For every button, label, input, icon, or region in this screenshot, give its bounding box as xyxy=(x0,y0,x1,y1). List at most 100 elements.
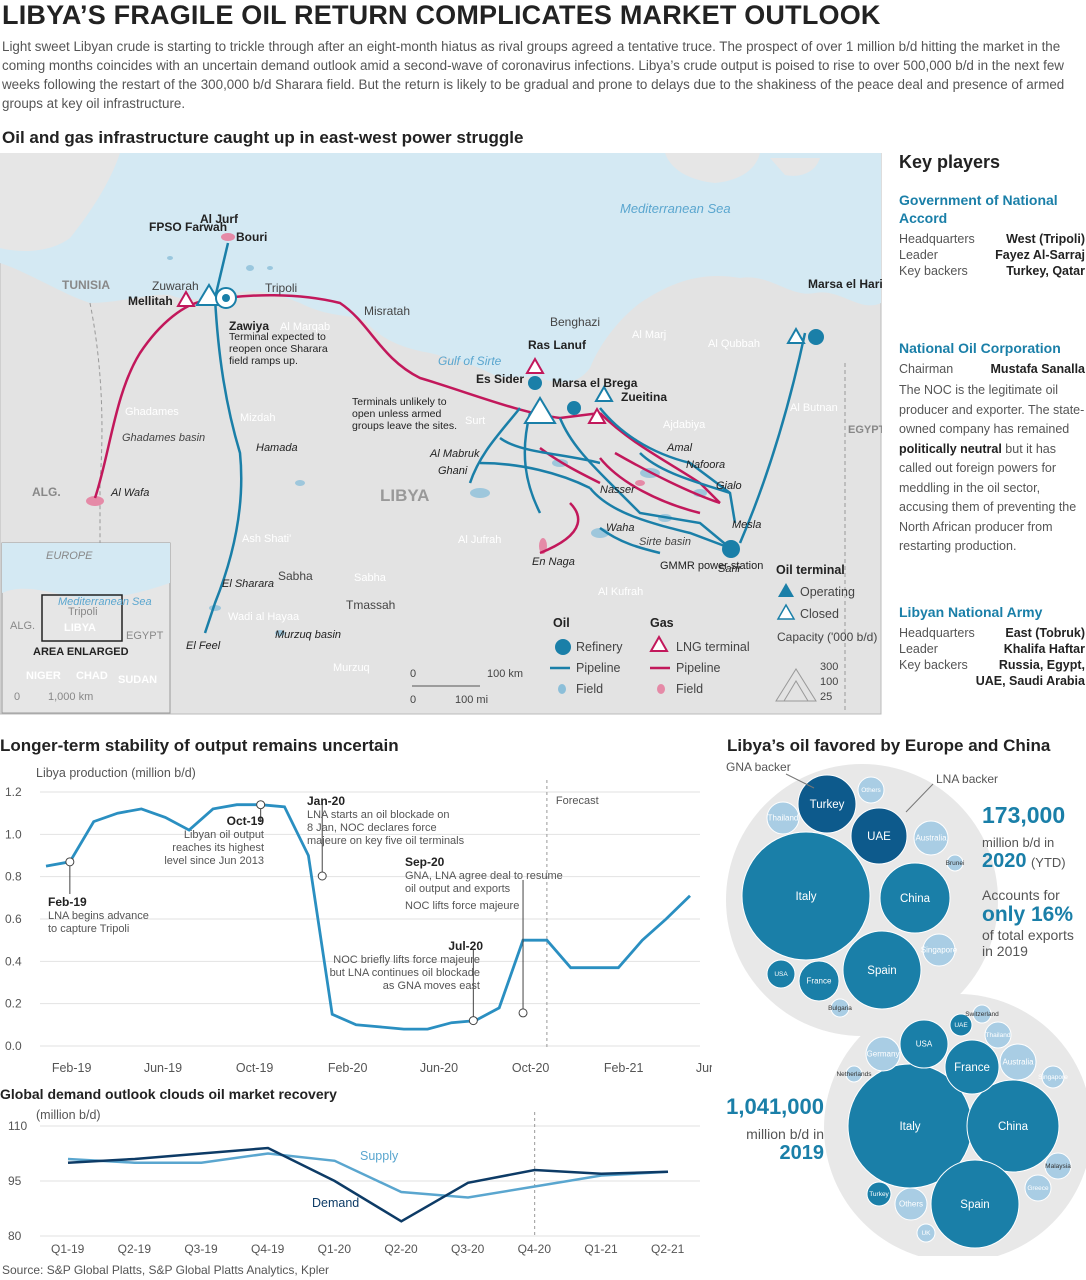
gna-row: Headquarters West (Tripoli) xyxy=(899,232,1085,246)
x-tick-label: Feb-21 xyxy=(604,1061,644,1075)
place-label: Marsa el Brega xyxy=(552,376,638,390)
bubble-thailand: Thailand xyxy=(984,1021,1012,1049)
svg-text:0: 0 xyxy=(410,668,416,680)
gna-row: Key backers Turkey, Qatar xyxy=(899,264,1085,278)
bubble-label: Italy xyxy=(899,1121,920,1133)
x-tick-label: Feb-19 xyxy=(52,1061,92,1075)
place-label: El Sharara xyxy=(222,578,274,590)
production-line xyxy=(45,803,691,1031)
bubble-spain: Spain xyxy=(842,930,922,1010)
bubble-usa: USA xyxy=(899,1019,949,1069)
gna-row: Leader Fayez Al-Sarraj xyxy=(899,248,1085,262)
bubble-label: Turkey xyxy=(810,799,845,811)
svg-text:Pipeline: Pipeline xyxy=(676,661,721,675)
place-label: FPSO Farwah xyxy=(149,220,227,234)
x-tick-label: Q4-20 xyxy=(518,1242,552,1256)
svg-text:Pipeline: Pipeline xyxy=(576,661,621,675)
svg-text:Field: Field xyxy=(576,682,603,696)
bubble-others: Others xyxy=(894,1187,928,1221)
x-tick-label: Jun-19 xyxy=(144,1061,182,1075)
bubble-label: Thailand xyxy=(768,814,799,823)
place-label: Es Sider xyxy=(476,372,524,386)
oil-terminals xyxy=(195,283,824,558)
terminals-note: Terminals unlikely to open unless armed … xyxy=(352,396,458,432)
bubble-france: France xyxy=(798,960,840,1002)
bubble-circle xyxy=(1044,1152,1072,1180)
bubble-circle xyxy=(972,1004,992,1024)
y-tick-label: 1.0 xyxy=(5,827,22,841)
annotation-text: oil output and exports xyxy=(405,883,511,895)
x-tick-label: Q2-19 xyxy=(118,1242,152,1256)
svg-text:Murzuq: Murzuq xyxy=(333,662,370,674)
y-tick-label: 0.4 xyxy=(5,954,22,968)
exports-bubble-charts: Italy Turkey UAE China Spain France USA Thailan… xyxy=(726,764,1086,1256)
bubble-uk: UK xyxy=(916,1223,936,1243)
bubble-china: China xyxy=(879,862,951,934)
bubble-china: China xyxy=(966,1079,1060,1173)
annotation-text: to capture Tripoli xyxy=(48,923,129,935)
place-label: Zawiya xyxy=(229,319,269,333)
annotation-text: NOC lifts force majeure xyxy=(405,900,519,912)
gna-backer-label: GNA backer xyxy=(726,760,791,774)
oil-pipelines xyxy=(203,242,807,634)
bubble-spain: Spain xyxy=(930,1159,1020,1249)
place-label: Sabha xyxy=(278,569,313,583)
bubble-germany: Germany xyxy=(865,1036,901,1072)
bubble-label: Switzerland xyxy=(965,1011,999,1018)
refinery-icon xyxy=(555,639,571,655)
key-players-title: Key players xyxy=(899,152,1001,172)
y-tick-label: 1.2 xyxy=(5,785,22,799)
noc-name: National Oil Corporation xyxy=(899,340,1061,356)
production-chart: 1.2 1.0 0.8 0.6 0.4 0.2 0.0 Forecast Feb-19 Jun-1… xyxy=(5,780,712,1075)
svg-text:0: 0 xyxy=(14,691,20,703)
key-players-panel: Key players Government of National Accor… xyxy=(899,152,1085,689)
lng-terminals xyxy=(176,289,607,424)
bubble-uae: UAE xyxy=(850,807,908,865)
bubble-label: UAE xyxy=(954,1022,968,1029)
bubble-switzerland: Switzerland xyxy=(965,1004,999,1024)
bubble-circle xyxy=(850,807,908,865)
svg-text:Sabha: Sabha xyxy=(354,572,387,584)
place-label: GMMR power station xyxy=(660,560,763,572)
annotation-title: Oct-19 xyxy=(227,814,265,828)
y-tick-label: 80 xyxy=(8,1229,22,1243)
exports-title: Libya’s oil favored by Europe and China xyxy=(727,736,1051,755)
y-tick-label: 110 xyxy=(8,1119,27,1133)
svg-text:CHAD: CHAD xyxy=(76,670,108,682)
svg-text:Refinery: Refinery xyxy=(576,640,623,654)
noc-description: The NOC is the legitimate oil producer a… xyxy=(899,383,1085,553)
noc-row: Chairman Mustafa Sanalla xyxy=(899,362,1085,376)
bubble-label: Turkey xyxy=(869,1191,889,1198)
map-region-labels: Al Marqab Al Marj Al Qubbah Al Butnan Aj… xyxy=(125,321,838,674)
bubble-circle xyxy=(922,933,956,967)
annotation-title: Jul-20 xyxy=(448,939,483,953)
bubble-label: France xyxy=(954,1062,990,1074)
bubble-label: China xyxy=(998,1121,1029,1133)
bubble-france: France xyxy=(944,1039,1000,1095)
x-tick-label: Feb-20 xyxy=(328,1061,368,1075)
svg-text:100: 100 xyxy=(820,676,838,688)
bubble-label: France xyxy=(807,977,832,986)
svg-text:AREA ENLARGED: AREA ENLARGED xyxy=(33,646,129,658)
place-label: Sirte basin xyxy=(639,536,691,548)
map-legend: Oil Gas Oil terminal Refinery Pipeline F… xyxy=(410,563,877,706)
place-label: En Naga xyxy=(532,556,575,568)
place-label: El Feel xyxy=(186,640,221,652)
annotation-text: majeure on key five oil terminals xyxy=(307,835,465,847)
bubble-circle xyxy=(842,930,922,1010)
bubble-turkey: Turkey xyxy=(797,774,857,834)
annotation-text: but LNA continues oil blockade xyxy=(330,967,480,979)
annotation-marker xyxy=(317,871,327,881)
x-tick-label: Q4-19 xyxy=(251,1242,285,1256)
svg-text:0: 0 xyxy=(410,694,416,706)
country-label: LIBYA xyxy=(380,486,429,505)
place-label: Murzuq basin xyxy=(275,629,341,641)
bubble-label: Brunei xyxy=(946,860,965,867)
map-labels: Mediterranean Sea Gulf of Sirte LIBYA TU… xyxy=(32,201,882,652)
bubble-circle xyxy=(916,1223,936,1243)
lna-row: Headquarters East (Tobruk) xyxy=(899,625,1085,640)
y-tick-label: 0.6 xyxy=(5,912,22,926)
